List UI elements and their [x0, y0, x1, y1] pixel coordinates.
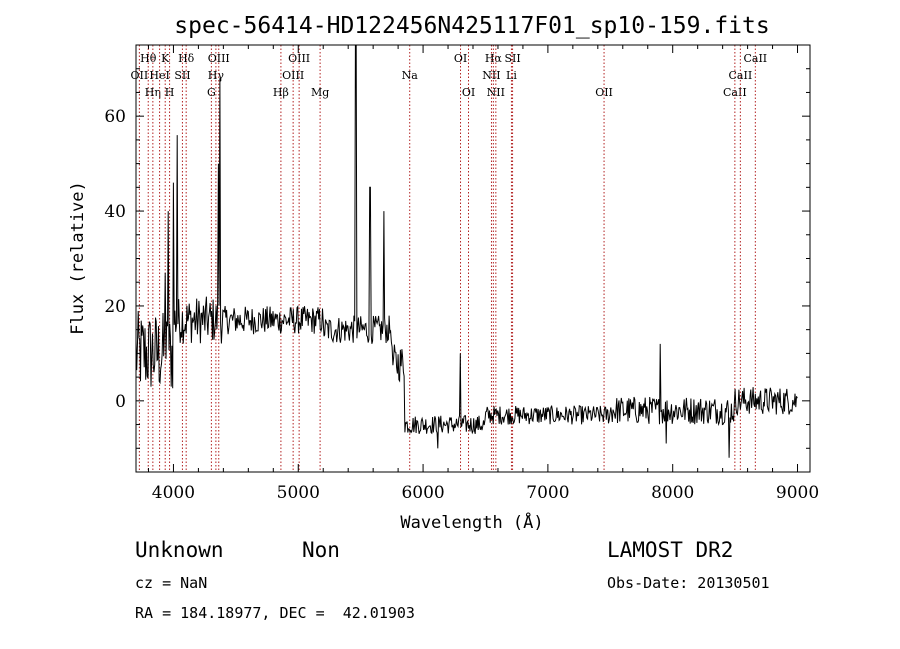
- spectral-line-label: CaII: [729, 69, 753, 82]
- spectral-line-label: G: [207, 86, 216, 99]
- spectral-line-label: CaII: [743, 52, 767, 65]
- spectral-line-label: NII: [482, 69, 500, 82]
- y-tick-label: 60: [104, 107, 126, 127]
- spectral-line-label: Na: [402, 69, 419, 82]
- spectral-line-label: NII: [487, 86, 505, 99]
- spectral-line-label: Hβ: [273, 86, 289, 99]
- object-class: Unknown: [135, 538, 224, 562]
- spectral-line-label: Hγ: [208, 69, 225, 82]
- spectral-line-label: CaII: [723, 86, 747, 99]
- y-axis-label: Flux (relative): [68, 181, 88, 335]
- spectral-line-label: Hη: [145, 86, 161, 99]
- spectral-line-label: SII: [504, 52, 520, 65]
- spectral-line-label: OIII: [288, 52, 310, 65]
- spectral-line-label: SII: [174, 69, 190, 82]
- spectral-line-label: K: [161, 52, 170, 65]
- axis-ticks: 4000 5000 6000 7000 8000 9000 0 20 40 60: [104, 45, 819, 503]
- spectral-line-label: OIII: [282, 69, 304, 82]
- redshift-value: cz = NaN: [135, 574, 208, 592]
- spectral-line-label: OI: [462, 86, 475, 99]
- x-tick-label: 9000: [776, 483, 819, 503]
- y-tick-label: 40: [104, 202, 126, 222]
- y-tick-label: 20: [104, 297, 126, 317]
- x-tick-label: 7000: [526, 483, 569, 503]
- spectrum-line: [135, 44, 798, 458]
- x-tick-label: 8000: [651, 483, 694, 503]
- spectral-line-label: H: [165, 86, 175, 99]
- observation-date: Obs-Date: 20130501: [607, 574, 770, 592]
- x-axis-label: Wavelength (Å): [400, 511, 543, 533]
- x-tick-label: 4000: [152, 483, 195, 503]
- spectral-line-label: HeI: [149, 69, 169, 82]
- spectral-line-label: OII: [131, 69, 149, 82]
- x-tick-label: 6000: [401, 483, 444, 503]
- spectrum-line-group: [135, 44, 798, 458]
- coordinates: RA = 184.18977, DEC = 42.01903: [135, 604, 415, 622]
- object-subclass: Non: [302, 538, 340, 562]
- chart-title: spec-56414-HD122456N425117F01_sp10-159.f…: [174, 13, 769, 39]
- spectral-line-label: OIII: [208, 52, 230, 65]
- survey-name: LAMOST DR2: [607, 538, 734, 562]
- y-tick-label: 0: [115, 392, 126, 412]
- spectral-line-label: Li: [506, 69, 517, 82]
- x-tick-label: 5000: [277, 483, 320, 503]
- spectral-line-label: OII: [595, 86, 613, 99]
- spectral-line-label: Mg: [311, 86, 329, 99]
- spectral-line-label: Hα: [485, 52, 503, 65]
- spectral-line-label: Hθ: [140, 52, 157, 65]
- spectral-line-label: OI: [454, 52, 467, 65]
- spectral-line-label: Hδ: [178, 52, 195, 65]
